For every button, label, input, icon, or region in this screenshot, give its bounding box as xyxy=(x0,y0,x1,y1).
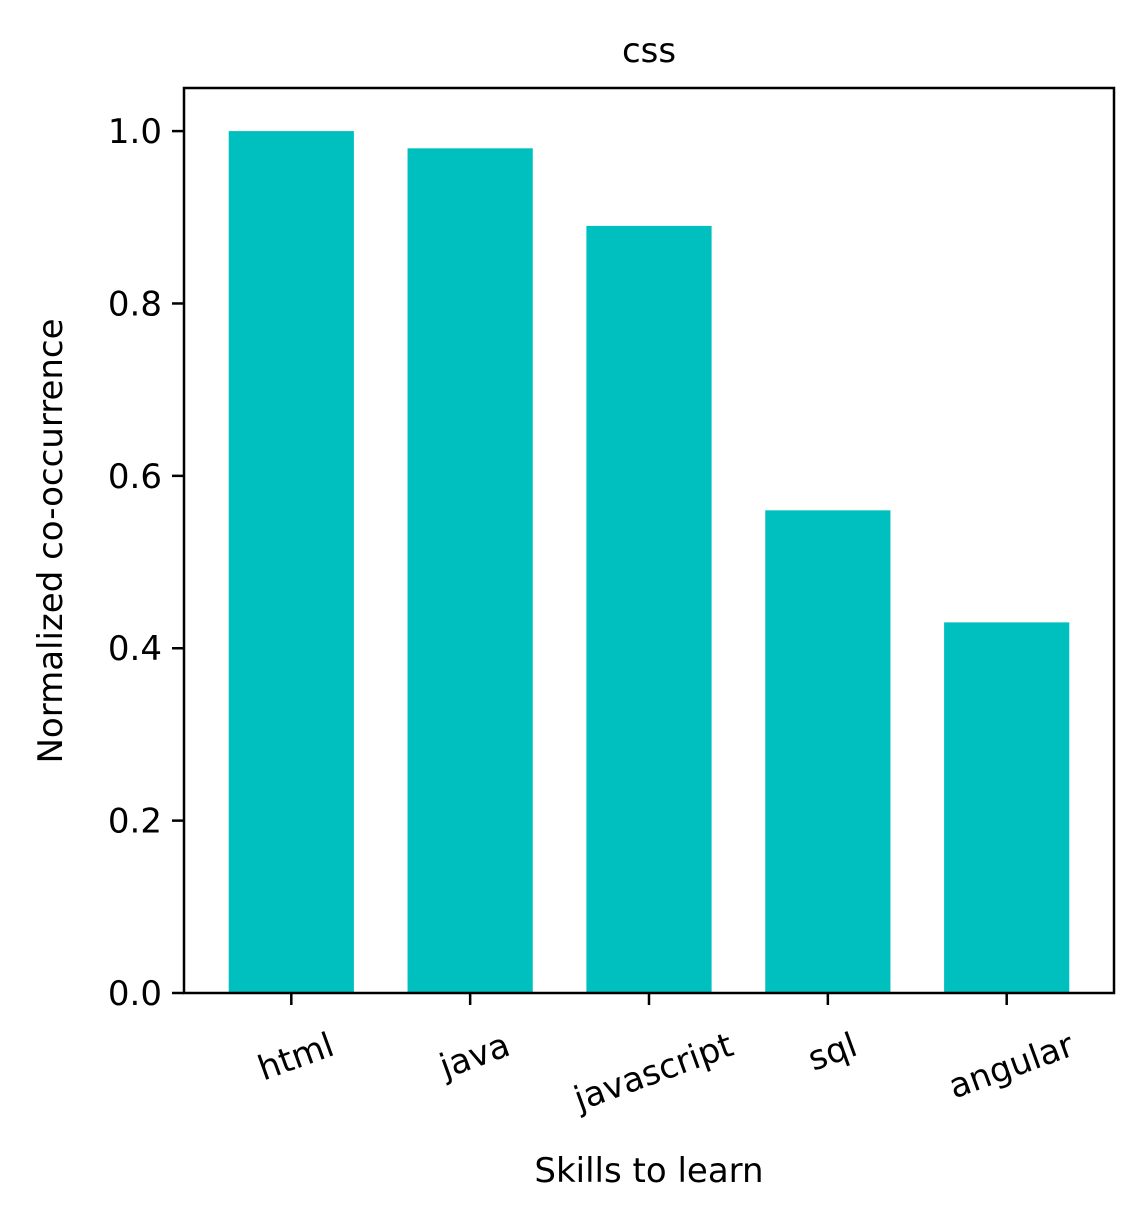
x-tick-label-javascript: javascript xyxy=(568,1025,739,1120)
bars-layer xyxy=(228,131,1070,994)
bar-javascript xyxy=(586,225,712,993)
bar-angular xyxy=(944,622,1070,993)
x-tick-label-html: html xyxy=(253,1025,339,1089)
chart-title: css xyxy=(622,31,676,71)
y-tick-label: 0.4 xyxy=(108,629,162,669)
bar-java xyxy=(407,148,533,994)
bar-sql xyxy=(765,510,891,993)
x-axis-label: Skills to learn xyxy=(534,1151,763,1191)
y-tick-label: 0.8 xyxy=(108,284,162,324)
y-axis: 0.0 0.2 0.4 0.6 0.8 1.0 xyxy=(108,112,184,1014)
x-tick-label-sql: sql xyxy=(803,1025,862,1079)
y-tick-label: 0.6 xyxy=(108,457,162,497)
x-tick-label-angular: angular xyxy=(944,1025,1080,1107)
x-tick-label-java: java xyxy=(434,1025,516,1087)
y-tick-label: 0.0 xyxy=(108,974,162,1014)
y-axis-label: Normalized co-occurrence xyxy=(31,318,71,763)
plot-frame xyxy=(182,86,1116,995)
y-tick-label: 0.2 xyxy=(108,802,162,842)
x-axis: html java javascript sql angular xyxy=(253,993,1079,1120)
y-tick-label: 1.0 xyxy=(108,112,162,152)
bar-html xyxy=(228,131,354,994)
